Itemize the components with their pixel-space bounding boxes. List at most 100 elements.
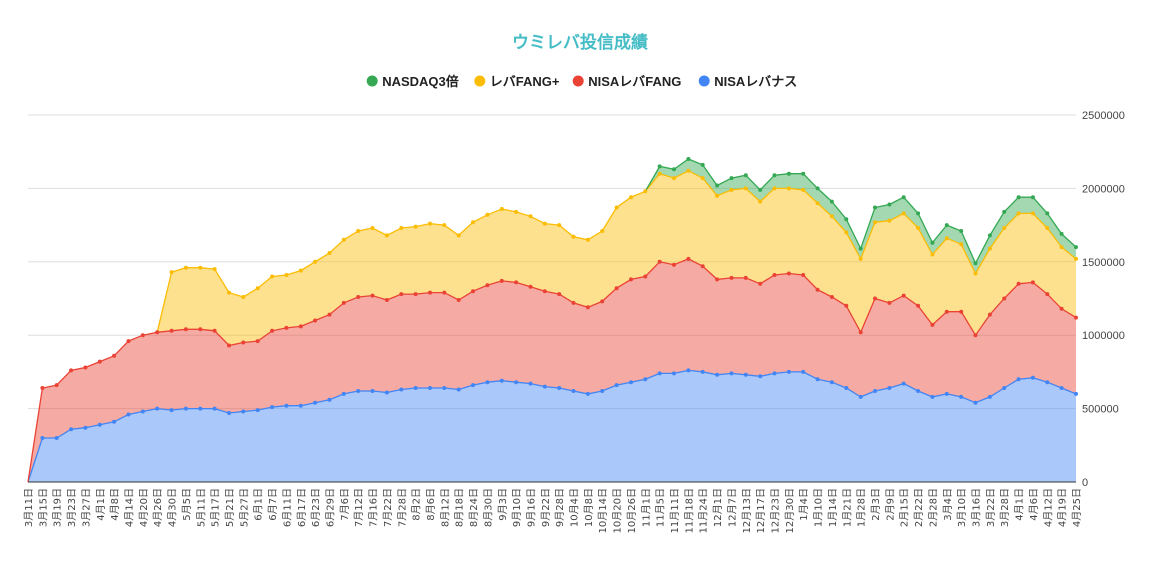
- point-series-3[interactable]: [887, 202, 892, 207]
- point-series-1[interactable]: [557, 292, 562, 297]
- point-series-1[interactable]: [341, 300, 346, 305]
- point-series-2[interactable]: [758, 199, 763, 204]
- point-series-1[interactable]: [772, 273, 777, 277]
- point-series-0[interactable]: [1074, 391, 1078, 396]
- point-series-3[interactable]: [657, 164, 662, 169]
- point-series-2[interactable]: [715, 193, 720, 198]
- point-series-1[interactable]: [1045, 292, 1050, 297]
- point-series-0[interactable]: [456, 387, 461, 392]
- point-series-2[interactable]: [801, 187, 806, 192]
- point-series-0[interactable]: [370, 389, 375, 393]
- point-series-2[interactable]: [930, 252, 935, 257]
- point-series-1[interactable]: [571, 300, 576, 305]
- point-series-1[interactable]: [83, 365, 88, 370]
- point-series-1[interactable]: [485, 283, 490, 288]
- point-series-2[interactable]: [873, 220, 877, 225]
- point-series-2[interactable]: [901, 211, 906, 216]
- point-series-2[interactable]: [471, 220, 475, 225]
- point-series-3[interactable]: [1030, 195, 1035, 200]
- point-series-3[interactable]: [916, 211, 921, 216]
- legend-label[interactable]: NASDAQ3倍: [382, 74, 459, 89]
- point-series-1[interactable]: [614, 286, 619, 291]
- point-series-1[interactable]: [815, 287, 820, 292]
- point-series-1[interactable]: [1030, 280, 1035, 285]
- point-series-1[interactable]: [542, 289, 547, 294]
- point-series-2[interactable]: [284, 273, 289, 277]
- legend-label[interactable]: NISAレバナス: [714, 74, 797, 89]
- point-series-1[interactable]: [887, 300, 892, 305]
- point-series-0[interactable]: [485, 380, 490, 385]
- point-series-0[interactable]: [987, 394, 992, 399]
- point-series-2[interactable]: [298, 268, 303, 273]
- point-series-2[interactable]: [485, 212, 490, 217]
- point-series-0[interactable]: [356, 389, 361, 393]
- point-series-1[interactable]: [657, 259, 662, 264]
- point-series-2[interactable]: [227, 290, 231, 295]
- point-series-1[interactable]: [97, 359, 102, 364]
- point-series-1[interactable]: [844, 303, 849, 308]
- point-series-0[interactable]: [54, 436, 59, 440]
- point-series-2[interactable]: [1030, 211, 1035, 216]
- point-series-2[interactable]: [1016, 211, 1021, 216]
- point-series-2[interactable]: [973, 271, 978, 276]
- point-series-2[interactable]: [1002, 226, 1007, 230]
- point-series-2[interactable]: [413, 224, 418, 229]
- point-series-2[interactable]: [557, 223, 562, 228]
- point-series-0[interactable]: [700, 369, 705, 374]
- point-series-3[interactable]: [829, 199, 834, 204]
- point-series-1[interactable]: [499, 278, 504, 283]
- point-series-1[interactable]: [901, 293, 906, 298]
- point-series-1[interactable]: [399, 292, 404, 297]
- point-series-1[interactable]: [858, 330, 863, 335]
- point-series-3[interactable]: [930, 240, 935, 245]
- point-series-1[interactable]: [916, 303, 921, 308]
- point-series-2[interactable]: [442, 223, 447, 228]
- point-series-0[interactable]: [743, 372, 748, 377]
- point-series-1[interactable]: [973, 333, 978, 338]
- point-series-0[interactable]: [686, 368, 691, 373]
- point-series-1[interactable]: [729, 275, 734, 280]
- point-series-1[interactable]: [169, 328, 174, 333]
- point-series-0[interactable]: [815, 377, 820, 382]
- point-series-3[interactable]: [973, 261, 978, 266]
- point-series-1[interactable]: [672, 262, 676, 267]
- point-series-1[interactable]: [270, 328, 275, 333]
- point-series-2[interactable]: [341, 237, 346, 242]
- point-series-0[interactable]: [399, 387, 404, 392]
- point-series-2[interactable]: [255, 286, 260, 291]
- point-series-2[interactable]: [916, 226, 921, 230]
- point-series-1[interactable]: [198, 327, 203, 332]
- point-series-2[interactable]: [672, 176, 676, 181]
- point-series-2[interactable]: [829, 214, 834, 219]
- point-series-2[interactable]: [428, 221, 432, 226]
- point-series-1[interactable]: [413, 292, 418, 297]
- point-series-2[interactable]: [786, 186, 791, 191]
- point-series-3[interactable]: [1045, 211, 1050, 216]
- point-series-2[interactable]: [772, 186, 777, 191]
- point-series-2[interactable]: [657, 171, 662, 176]
- point-series-1[interactable]: [514, 280, 519, 285]
- point-series-3[interactable]: [858, 246, 863, 251]
- point-series-0[interactable]: [916, 389, 921, 393]
- point-series-2[interactable]: [183, 265, 188, 270]
- point-series-0[interactable]: [413, 386, 418, 390]
- point-series-0[interactable]: [542, 384, 547, 389]
- point-series-0[interactable]: [112, 419, 117, 424]
- point-series-0[interactable]: [887, 386, 892, 390]
- point-series-3[interactable]: [686, 157, 691, 161]
- point-series-2[interactable]: [643, 189, 648, 194]
- point-series-2[interactable]: [1045, 226, 1050, 230]
- point-series-3[interactable]: [786, 171, 791, 176]
- point-series-1[interactable]: [241, 340, 246, 345]
- point-series-1[interactable]: [212, 328, 217, 333]
- point-series-0[interactable]: [944, 391, 949, 396]
- point-series-2[interactable]: [514, 209, 519, 214]
- point-series-1[interactable]: [700, 264, 705, 269]
- point-series-1[interactable]: [298, 324, 303, 329]
- point-series-1[interactable]: [987, 312, 992, 317]
- point-series-1[interactable]: [801, 273, 806, 277]
- point-series-0[interactable]: [657, 371, 662, 376]
- point-series-0[interactable]: [313, 400, 318, 405]
- legend-label[interactable]: レバFANG+: [490, 74, 560, 89]
- point-series-0[interactable]: [528, 381, 533, 386]
